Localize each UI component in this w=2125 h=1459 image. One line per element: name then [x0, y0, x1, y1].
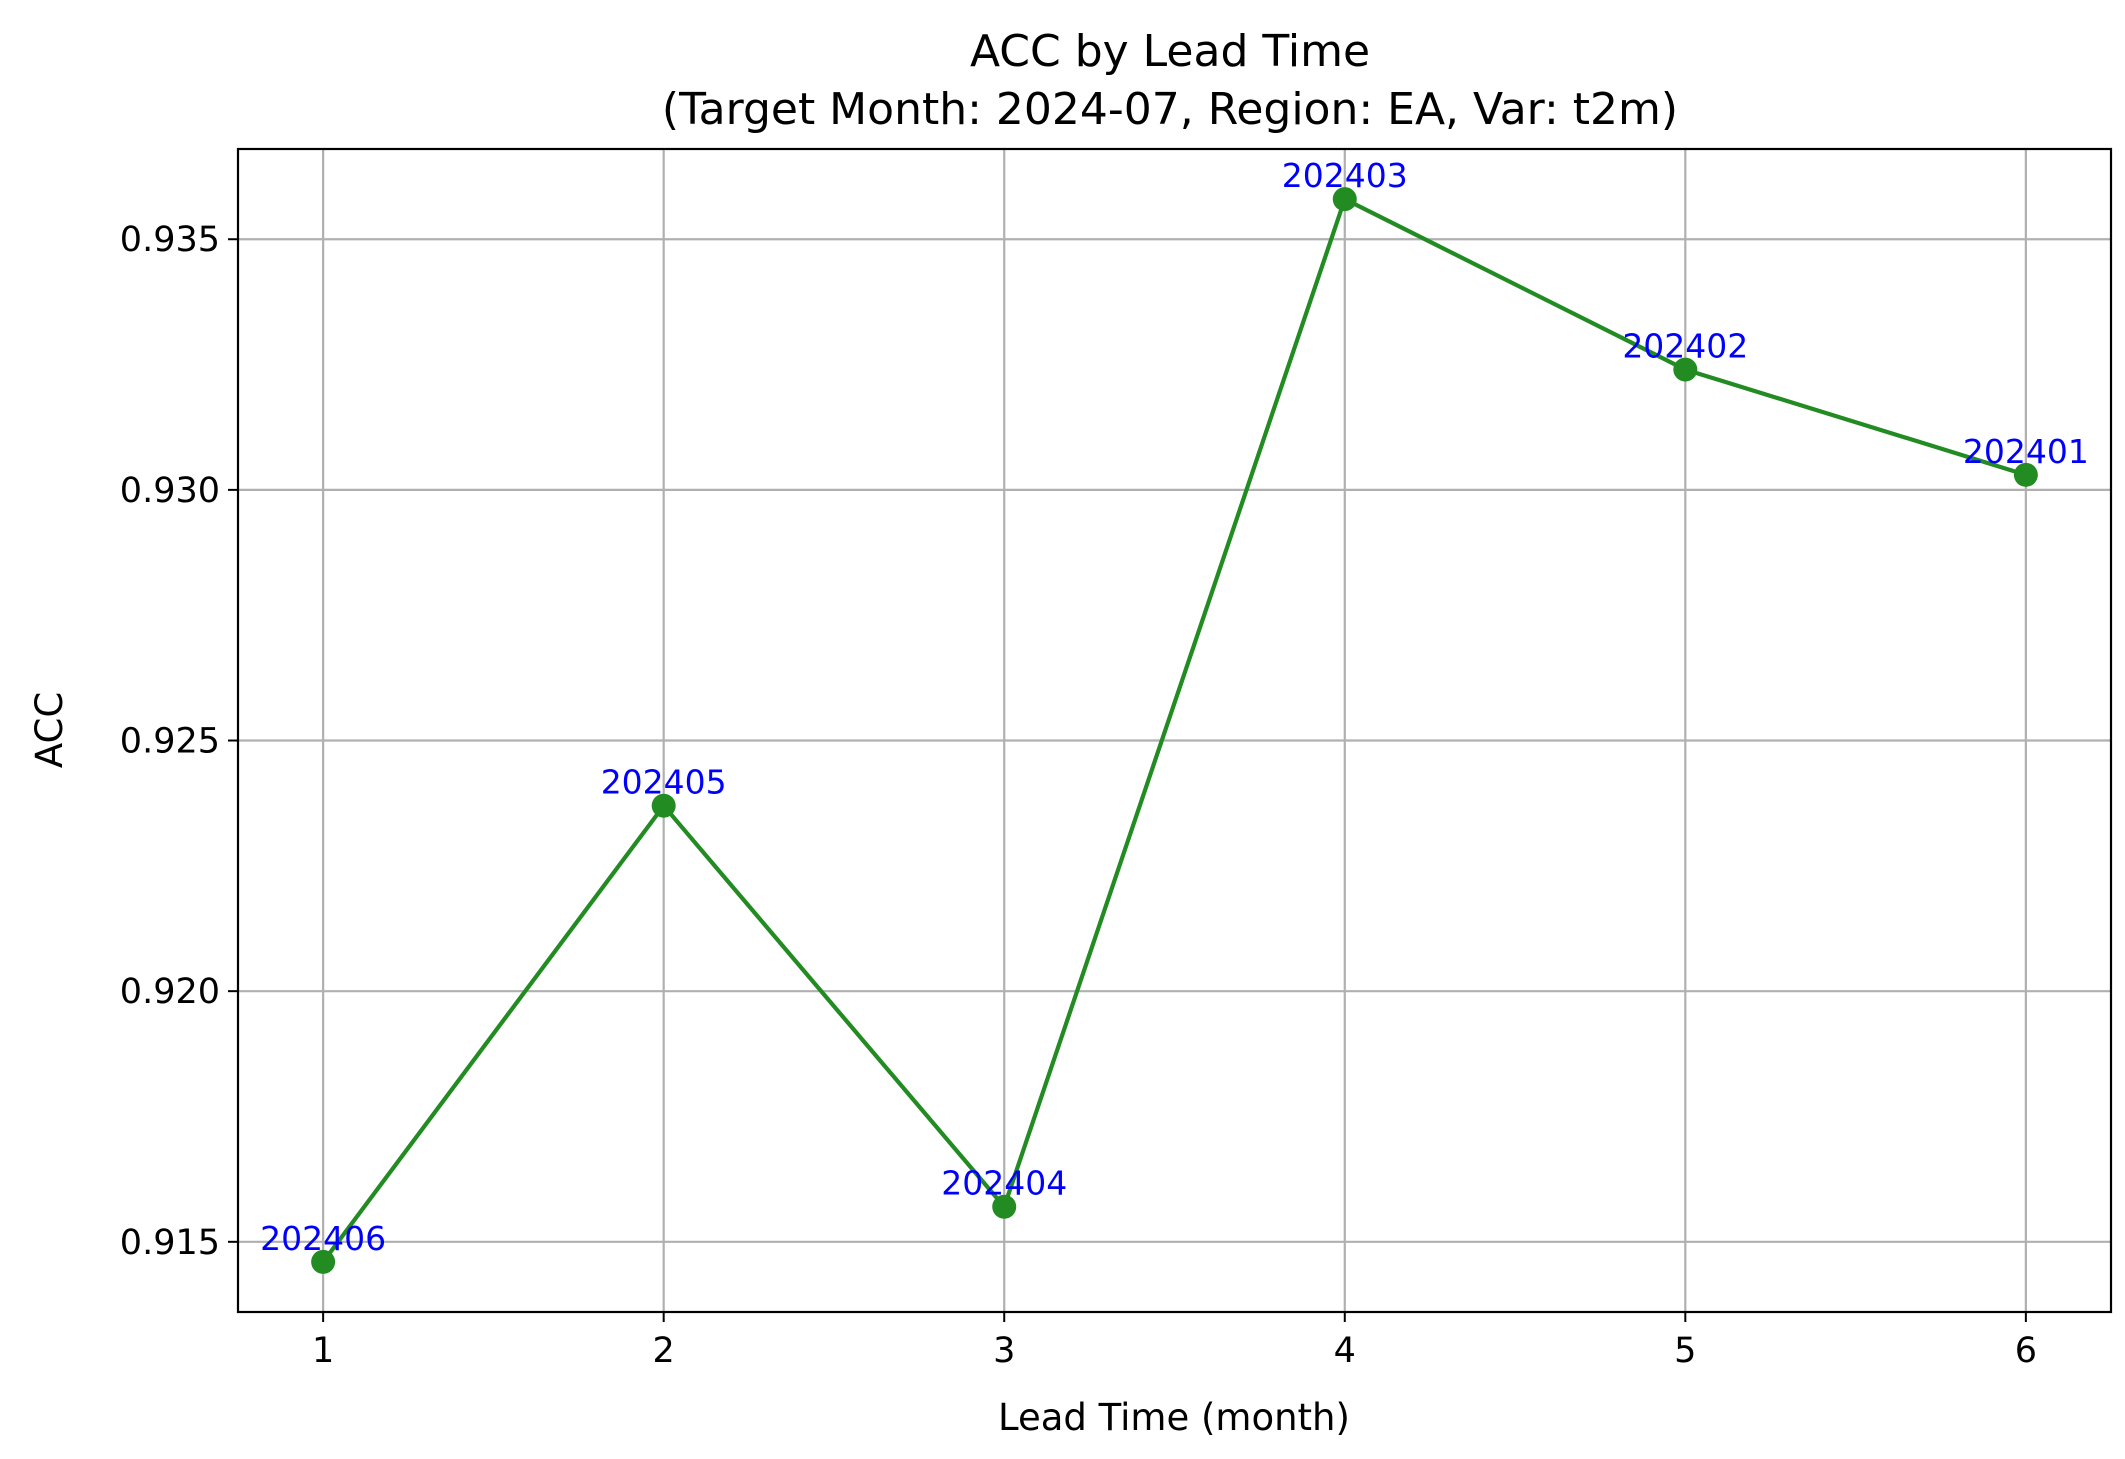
data-point-marker — [1673, 357, 1698, 382]
y-tick-label: 0.920 — [120, 972, 220, 1012]
markers — [311, 187, 2038, 1274]
series-line-layer — [321, 197, 2027, 1264]
x-tick-label: 5 — [1674, 1331, 1696, 1371]
x-axis-label: Lead Time (month) — [998, 1396, 1350, 1439]
series-line — [321, 197, 2027, 1264]
chart-subtitle: (Target Month: 2024-07, Region: EA, Var:… — [662, 84, 1678, 135]
x-tick-label: 2 — [653, 1331, 675, 1371]
data-point-marker — [2013, 462, 2038, 487]
plot-frame — [236, 147, 2113, 1314]
grid — [238, 149, 2111, 1312]
x-tick-label: 4 — [1334, 1331, 1356, 1371]
x-axis-ticks: 1 2 3 4 5 6 — [312, 1312, 2037, 1371]
data-point-marker — [311, 1249, 336, 1274]
data-point-label: 202403 — [1282, 156, 1408, 195]
y-axis-ticks: 0.915 0.920 0.925 0.930 0.935 — [120, 220, 238, 1263]
x-tick-label: 6 — [2015, 1331, 2037, 1371]
x-tick-label: 3 — [993, 1331, 1015, 1371]
y-tick-label: 0.915 — [120, 1223, 220, 1263]
y-tick-label: 0.935 — [120, 220, 220, 260]
data-point-label: 202401 — [1963, 432, 2089, 471]
data-point-label: 202404 — [941, 1164, 1067, 1203]
data-point-marker — [651, 793, 676, 818]
y-tick-label: 0.930 — [120, 471, 220, 511]
y-tick-label: 0.925 — [120, 722, 220, 762]
x-tick-label: 1 — [312, 1331, 334, 1371]
data-point-label: 202406 — [260, 1219, 386, 1258]
data-point-marker — [1332, 187, 1357, 212]
data-point-marker — [992, 1194, 1017, 1219]
data-point-label: 202405 — [601, 763, 727, 802]
y-axis-label: ACC — [28, 692, 71, 768]
chart-title: ACC by Lead Time — [970, 26, 1370, 77]
point-labels: 202406 202405 202404 202403 202402 202401 — [260, 156, 2089, 1258]
data-point-label: 202402 — [1622, 327, 1748, 366]
